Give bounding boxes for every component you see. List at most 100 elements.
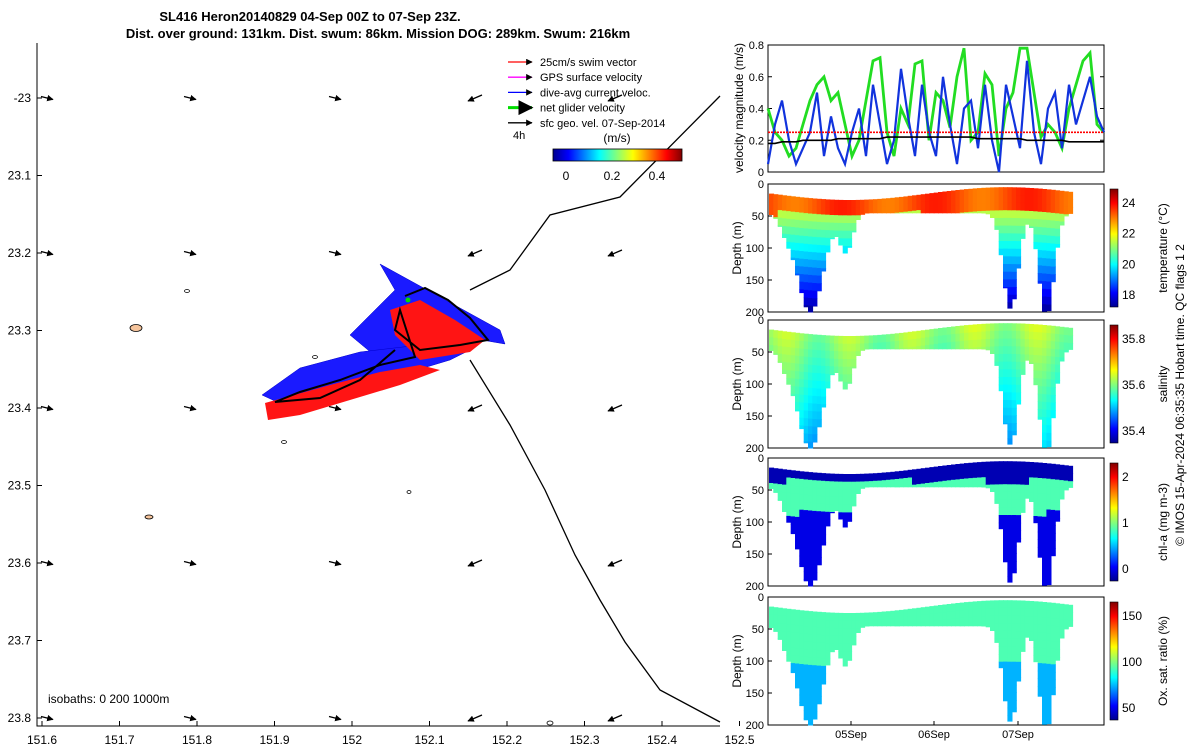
section-cell [951,464,957,473]
section-cell [1046,379,1052,388]
section-cell [1007,248,1013,257]
section-cell [933,207,939,214]
section-cell [994,225,1000,230]
section-cell [868,481,874,488]
section-cell [951,472,957,481]
section-cell [834,199,840,208]
section-cell [1016,515,1022,524]
section-cell [959,617,965,627]
section-cell [795,394,801,403]
section-cell [1003,423,1009,425]
section-cell [829,343,835,352]
section-cell [955,205,961,214]
reef-contour [546,720,554,726]
section-cell [942,619,948,627]
section-cell [985,339,991,348]
section-cell [864,620,870,627]
section-cell [1068,207,1074,214]
section-cell [925,483,931,488]
section-cell [938,481,944,488]
section-cell [1037,554,1043,558]
section-cell [799,532,805,541]
section-cell [1011,331,1017,340]
section-cell [821,222,827,231]
section-cell [803,418,809,427]
section-cell [786,362,792,371]
section-cell [1003,225,1009,234]
section-cell [959,348,965,350]
section-cell [851,613,857,622]
section-cell [816,534,822,543]
section-cell [886,341,892,350]
section-cell [899,212,905,214]
section-cell [1037,670,1043,679]
section-cell [1037,601,1043,610]
section-cell [1011,515,1017,524]
section-y-tick-label: 150 [746,688,764,700]
section-cell [1003,499,1009,508]
section-cell [977,601,983,610]
section-cell [894,348,900,350]
section-cell [773,345,779,354]
section-cell [1059,190,1065,199]
section-cell [1007,225,1013,234]
section-cell [782,608,788,617]
section-cell [812,403,818,412]
section-cell [994,361,1000,366]
section-cell [1011,700,1017,709]
section-cell [812,472,818,481]
section-cell [812,672,818,682]
section-cell [795,532,801,541]
section-cell [998,507,1004,516]
section-cell [795,332,801,341]
geo-velocity-arrow [40,714,54,722]
section-cell [812,290,818,299]
section-cell [1016,377,1022,386]
section-cell [851,230,857,233]
section-cell [773,622,779,631]
section-cell [1007,499,1013,508]
section-cell [808,502,814,511]
section-cell [998,384,1004,392]
section-cell [955,603,961,612]
section-cell [994,600,1000,609]
section-cell [773,217,779,219]
section-cell [1046,296,1052,306]
section-cell [1011,608,1017,617]
section-cell [929,208,935,214]
section-cell [1037,462,1043,471]
section-cell [808,487,814,496]
section-cell [803,333,809,342]
section-cell [847,223,853,232]
section-cell [777,353,783,362]
section-cell [816,214,822,223]
section-cell [1016,499,1022,508]
section-cell [1046,625,1052,634]
section-cell [816,198,822,207]
section-cell [951,326,957,335]
section-cell [816,388,822,397]
section-cell [786,211,792,220]
section-cell [1050,333,1056,342]
section-cell [1007,530,1013,539]
section-cell [782,195,788,204]
section-cell [1042,189,1048,198]
section-cell [938,192,944,201]
section-cell [834,504,840,511]
section-cell [1024,354,1030,361]
section-cell [1037,663,1043,672]
section-cell [942,191,948,200]
section-cell [1046,532,1052,541]
section-cell [968,340,974,349]
section-cell [808,634,814,643]
section-cell [1003,187,1009,196]
section-cell [782,623,788,632]
section-cell [773,353,779,355]
section-cell [929,474,935,483]
section-cell [1063,191,1069,200]
section-cell [769,193,775,202]
section-y-tick-label: 100 [746,379,764,391]
section-cell [1037,340,1043,349]
section-cell [1042,694,1048,703]
section-cell [803,525,809,534]
